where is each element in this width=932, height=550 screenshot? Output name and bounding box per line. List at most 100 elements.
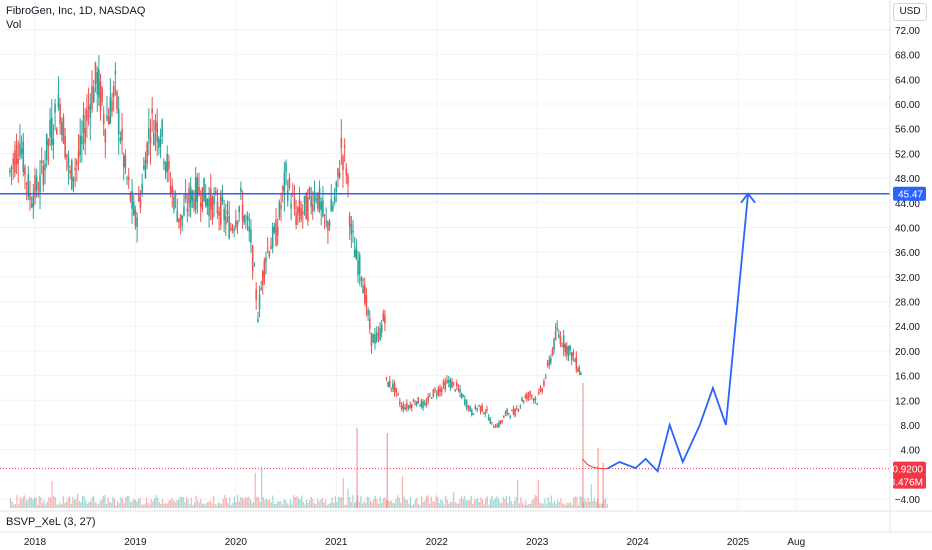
candle-body bbox=[511, 409, 513, 411]
candle-body bbox=[225, 216, 227, 225]
volume-bar bbox=[560, 498, 562, 508]
volume-bar bbox=[539, 502, 541, 508]
volume-bar bbox=[475, 499, 477, 508]
volume-bar bbox=[371, 502, 373, 508]
volume-bar bbox=[440, 499, 442, 508]
volume-spike bbox=[386, 433, 388, 508]
y-tick-label: 56.00 bbox=[895, 125, 920, 136]
volume-bars bbox=[9, 383, 608, 508]
volume-bar bbox=[174, 502, 176, 508]
y-tick-label: 8.00 bbox=[901, 421, 921, 432]
volume-bar bbox=[85, 500, 87, 508]
volume-bar bbox=[571, 504, 573, 508]
volume-bar bbox=[387, 500, 389, 508]
volume-bar bbox=[217, 502, 220, 508]
volume-bar bbox=[472, 503, 474, 508]
candle-body bbox=[275, 219, 277, 246]
candle-body bbox=[451, 381, 453, 388]
volume-bar bbox=[136, 501, 138, 508]
candle-body bbox=[423, 403, 426, 405]
candle-body bbox=[67, 156, 70, 168]
candle-body bbox=[257, 319, 259, 322]
volume-bar bbox=[286, 503, 288, 508]
volume-bar bbox=[453, 491, 455, 508]
candle-body bbox=[348, 215, 351, 227]
candle-body bbox=[367, 309, 369, 316]
y-tick-label: 44.00 bbox=[895, 199, 920, 210]
volume-bar bbox=[56, 504, 58, 508]
candle-body bbox=[193, 198, 195, 209]
volume-bar bbox=[499, 502, 501, 508]
volume-bar bbox=[430, 496, 432, 508]
volume-bar bbox=[213, 495, 215, 508]
candle-body bbox=[265, 257, 267, 263]
candle-body bbox=[119, 137, 122, 142]
candle-body bbox=[255, 289, 257, 301]
volume-bar bbox=[163, 503, 165, 508]
candle-body bbox=[104, 129, 107, 143]
volume-bar bbox=[542, 503, 544, 508]
volume-bar bbox=[145, 497, 148, 508]
candle-body bbox=[572, 352, 575, 356]
candle-body bbox=[285, 162, 287, 172]
candle-body bbox=[96, 71, 99, 95]
volume-bar bbox=[187, 499, 189, 508]
candle-body bbox=[49, 119, 51, 137]
volume-bar bbox=[590, 484, 592, 508]
x-tick-label: 2023 bbox=[526, 537, 549, 548]
volume-bar bbox=[517, 480, 519, 508]
candle-body bbox=[283, 172, 286, 196]
price-tag-text: 0.9200 bbox=[892, 465, 923, 476]
volume-bar bbox=[139, 498, 141, 508]
candle-body bbox=[271, 227, 274, 248]
volume-bar bbox=[541, 503, 543, 508]
volume-bar bbox=[533, 498, 535, 508]
volume-bar bbox=[77, 493, 79, 508]
candle-body bbox=[318, 187, 321, 211]
candle-body bbox=[99, 81, 102, 112]
volume-bar bbox=[48, 497, 50, 508]
candle-body bbox=[111, 100, 113, 112]
volume-bar bbox=[366, 496, 368, 508]
volume-bar bbox=[606, 504, 608, 508]
volume-bar bbox=[297, 498, 300, 508]
volume-bar bbox=[449, 502, 452, 508]
volume-bar bbox=[518, 503, 520, 508]
y-tick-label: 28.00 bbox=[895, 298, 920, 309]
volume-bar bbox=[93, 495, 95, 508]
candle-body bbox=[146, 142, 148, 163]
candle-body bbox=[457, 388, 460, 390]
candle-body bbox=[248, 226, 251, 232]
candle-body bbox=[241, 204, 244, 221]
volume-bar bbox=[464, 495, 466, 508]
volume-bar bbox=[336, 502, 338, 508]
volume-bar bbox=[323, 502, 325, 508]
candle-body bbox=[219, 194, 222, 225]
volume-bar bbox=[13, 504, 15, 508]
candle-body bbox=[30, 203, 33, 207]
price-axis[interactable]: 72.00 68.00 64.00 60.00 56.00 52.00 48.00 44.00… bbox=[895, 26, 921, 506]
volume-bar bbox=[205, 504, 207, 508]
time-axis[interactable]: 2018 2019 2020 2021 2022 2023 2024 2025 Aug bbox=[24, 537, 805, 548]
candle-body bbox=[261, 271, 264, 285]
volume-bar bbox=[195, 495, 197, 508]
candle-body bbox=[512, 409, 515, 414]
candle-body bbox=[362, 285, 364, 294]
candle-body bbox=[499, 421, 502, 424]
volume-bar bbox=[246, 497, 248, 508]
candle-body bbox=[15, 144, 18, 165]
y-tick-label: 68.00 bbox=[895, 51, 920, 62]
arrow-chevron bbox=[740, 192, 756, 204]
volume-bar bbox=[457, 503, 460, 508]
candle-body bbox=[47, 139, 50, 146]
candle-body bbox=[201, 187, 204, 210]
price-candles bbox=[9, 55, 608, 470]
currency-button[interactable]: USD bbox=[893, 3, 927, 21]
volume-bar bbox=[417, 504, 420, 508]
candle-body bbox=[9, 169, 11, 173]
candle-body bbox=[44, 163, 46, 171]
projection-path[interactable] bbox=[607, 193, 749, 473]
candle-body bbox=[211, 197, 214, 220]
candle-body bbox=[406, 403, 408, 409]
